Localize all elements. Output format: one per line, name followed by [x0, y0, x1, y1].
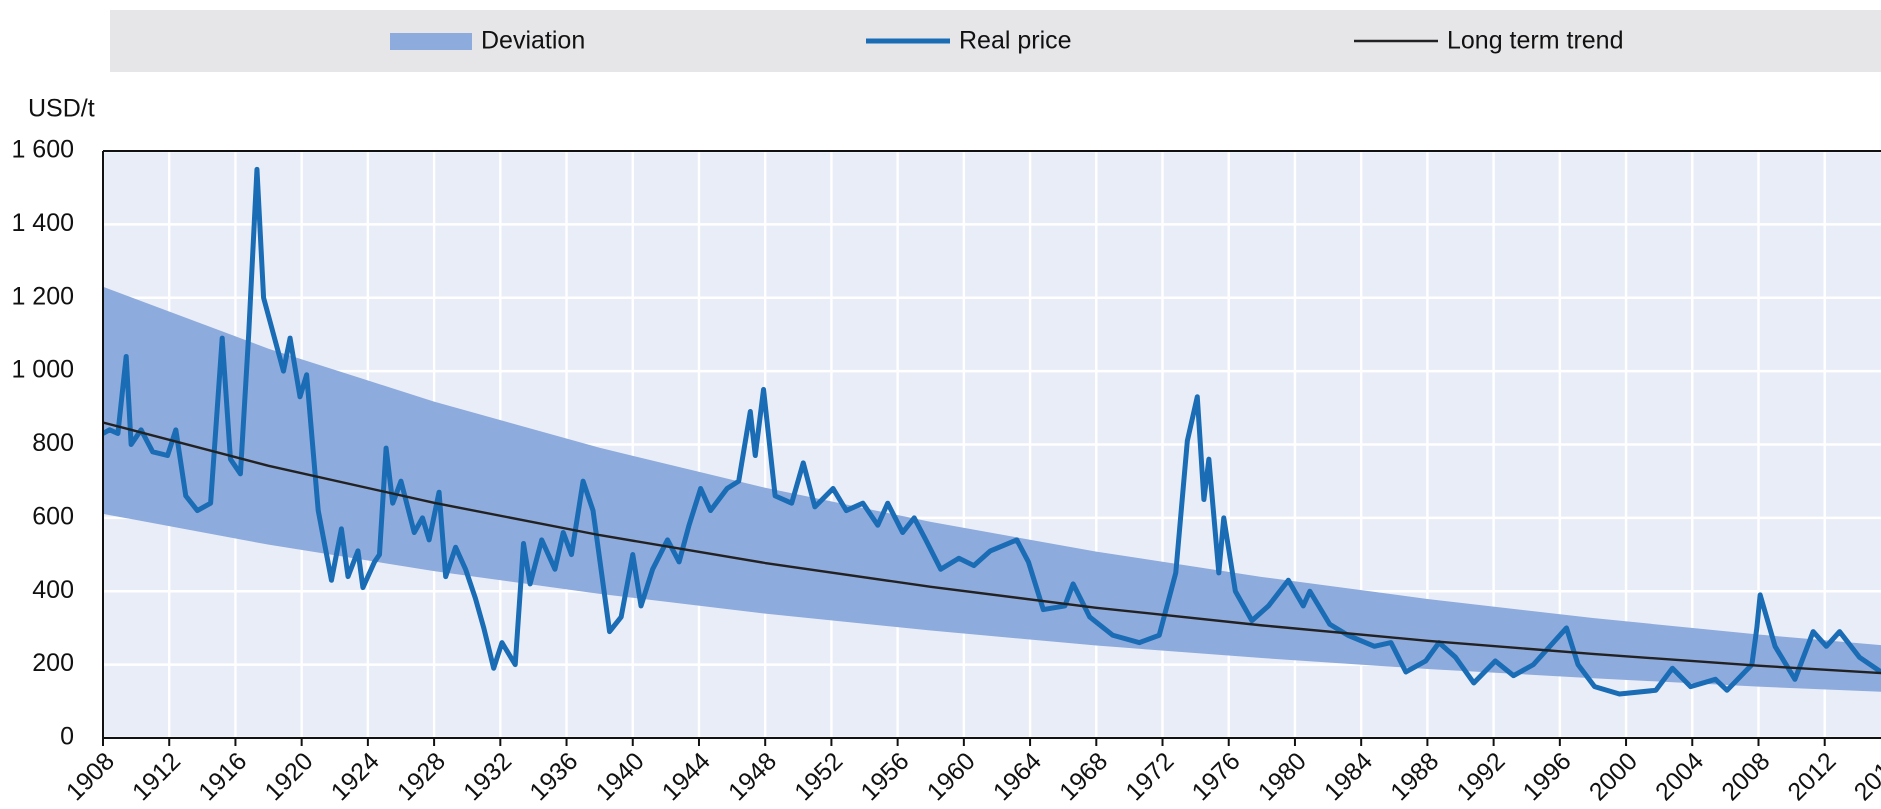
- x-tick-label: 1996: [1518, 747, 1577, 806]
- x-tick-label: 1932: [458, 747, 517, 806]
- x-tick-label: 1948: [723, 747, 782, 806]
- x-tick-label: 1936: [524, 747, 583, 806]
- x-tick-label: 2004: [1650, 747, 1709, 806]
- x-tick-label: 1976: [1187, 747, 1246, 806]
- x-tick-label: 2012: [1782, 747, 1841, 806]
- y-tick-label: 800: [32, 429, 74, 457]
- legend-label: Long term trend: [1447, 27, 1624, 55]
- plot-area: [103, 151, 1881, 738]
- x-tick-label: 2000: [1584, 747, 1643, 806]
- deviation-band: [103, 286, 1881, 692]
- x-tick-label: 1980: [1253, 747, 1312, 806]
- legend-swatch: [390, 33, 472, 50]
- legend-label: Real price: [959, 27, 1072, 55]
- x-tick-label: 1952: [789, 747, 848, 806]
- price-line: [103, 166, 1881, 697]
- y-tick-label: 1 200: [11, 282, 74, 310]
- x-tick-label: 1920: [259, 747, 318, 806]
- x-tick-label: 1912: [127, 747, 186, 806]
- x-tick-label: 1908: [61, 747, 120, 806]
- y-tick-label: 200: [32, 649, 74, 677]
- trend-line: [103, 421, 1881, 675]
- y-tick-label: 1 400: [11, 209, 74, 237]
- y-tick-label: 1 000: [11, 356, 74, 384]
- x-tick-label: 1988: [1385, 747, 1444, 806]
- x-tick-label: 1916: [193, 747, 252, 806]
- x-tick-label: 2008: [1716, 747, 1775, 806]
- y-axis-label: USD/t: [28, 95, 95, 123]
- x-tick-label: 1956: [855, 747, 914, 806]
- x-tick-label: 1960: [922, 747, 981, 806]
- x-tick-label: 1972: [1120, 747, 1179, 806]
- x-tick-label: 1944: [657, 747, 716, 806]
- x-tick-label: 1928: [392, 747, 451, 806]
- x-tick-label: 1984: [1319, 747, 1378, 806]
- legend-label: Deviation: [481, 27, 585, 55]
- y-tick-label: 600: [32, 502, 74, 530]
- x-tick-label: 1964: [988, 747, 1047, 806]
- x-tick-label: 1992: [1451, 747, 1510, 806]
- y-tick-label: 400: [32, 576, 74, 604]
- x-tick-label: 1940: [591, 747, 650, 806]
- y-tick-label: 1 600: [11, 136, 74, 164]
- y-tick-label: 0: [60, 723, 74, 751]
- x-tick-label: 2016: [1849, 747, 1881, 806]
- x-tick-label: 1924: [326, 747, 385, 806]
- x-tick-label: 1968: [1054, 747, 1113, 806]
